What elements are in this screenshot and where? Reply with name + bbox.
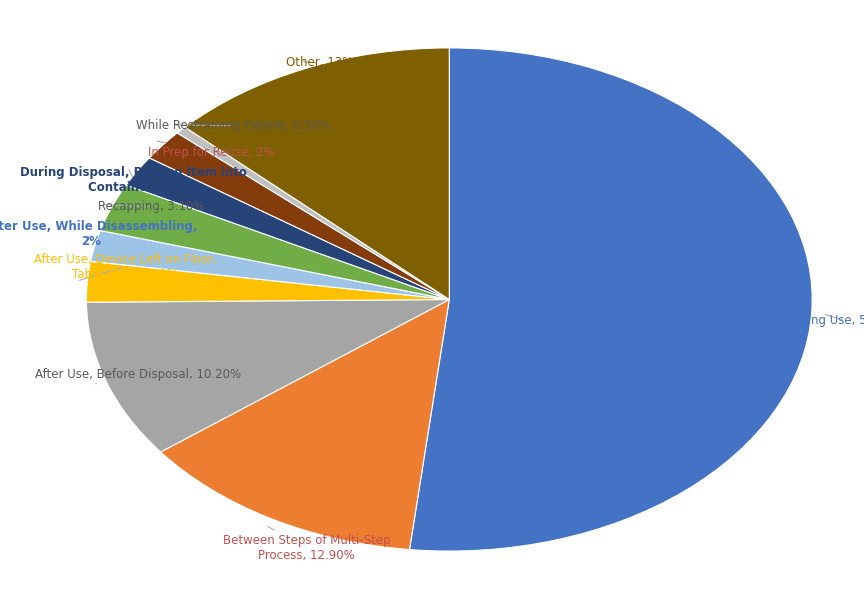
Wedge shape xyxy=(86,300,449,452)
Wedge shape xyxy=(126,158,449,300)
Text: Other, 13%: Other, 13% xyxy=(286,56,353,69)
Wedge shape xyxy=(149,133,449,300)
Text: In Prep for Reuse, 2%: In Prep for Reuse, 2% xyxy=(149,141,275,159)
Text: Between Steps of Multi-Step
Process, 12.90%: Between Steps of Multi-Step Process, 12.… xyxy=(223,527,391,562)
Text: After Use, Device Left on Floor,
Table, Bed, 2.60%: After Use, Device Left on Floor, Table, … xyxy=(34,253,217,280)
Wedge shape xyxy=(185,48,449,300)
Text: During Disposal, Putting Item into
Container, 2%: During Disposal, Putting Item into Conta… xyxy=(21,166,247,193)
Wedge shape xyxy=(177,127,449,300)
Text: After Use, Before Disposal, 10.20%: After Use, Before Disposal, 10.20% xyxy=(35,368,241,384)
Wedge shape xyxy=(410,48,812,551)
Wedge shape xyxy=(86,261,449,302)
Wedge shape xyxy=(161,300,449,549)
Text: After Use, While Disassembling,
2%: After Use, While Disassembling, 2% xyxy=(0,220,198,247)
Wedge shape xyxy=(91,231,449,300)
Text: During Use, 51.80%: During Use, 51.80% xyxy=(786,314,864,327)
Wedge shape xyxy=(100,185,449,300)
Text: Recapping, 3.10%: Recapping, 3.10% xyxy=(98,200,205,213)
Text: While Restraining Patient, 0.50%: While Restraining Patient, 0.50% xyxy=(137,119,330,132)
